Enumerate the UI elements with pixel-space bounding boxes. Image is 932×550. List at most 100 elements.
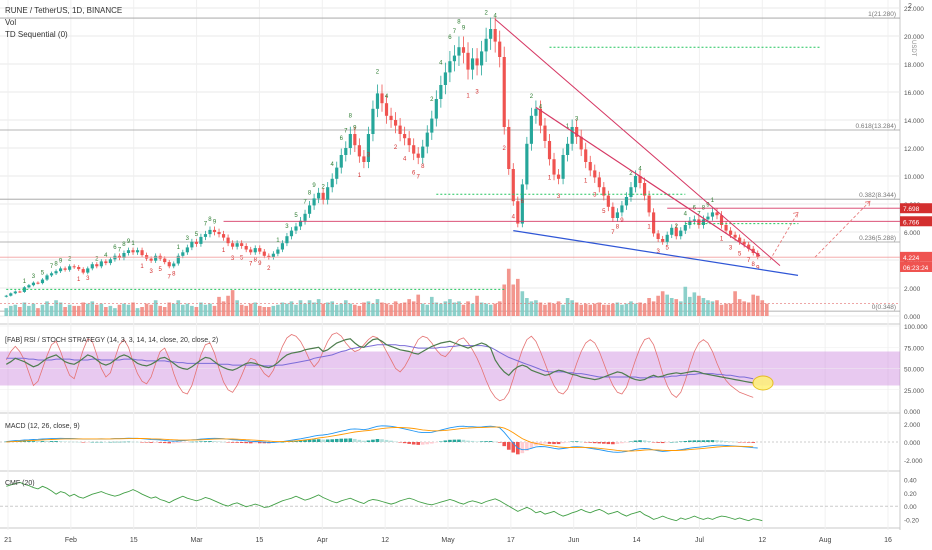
macd-histogram-bar — [402, 442, 407, 444]
rsi-tick-label: 100.000 — [904, 324, 928, 331]
price-axis-unit: USDT — [910, 40, 916, 57]
volume-bar — [733, 291, 737, 316]
macd-histogram-bar — [692, 440, 697, 442]
td-count: 4 — [539, 104, 543, 110]
price-tick-label: 6.000 — [904, 230, 921, 237]
macd-panel — [0, 425, 900, 455]
volume-bar — [348, 303, 353, 316]
td-count: 4 — [512, 214, 516, 220]
td-count: 8 — [457, 20, 461, 26]
volume-bar — [764, 303, 769, 316]
macd-histogram-bar — [697, 440, 701, 442]
volume-bar — [312, 302, 316, 316]
macd-histogram-bar — [140, 442, 144, 443]
macd-histogram-bar — [149, 442, 153, 443]
macd-histogram-bar — [520, 442, 525, 454]
macd-histogram-bar — [678, 441, 683, 442]
td-count: 2 — [68, 256, 72, 262]
td-count: 7 — [118, 247, 122, 253]
candle-body — [461, 47, 466, 53]
td-count: 6 — [113, 245, 117, 251]
candle-body — [271, 253, 275, 258]
candle-body — [674, 227, 678, 237]
candle-body — [425, 132, 429, 147]
macd-histogram-bar — [90, 441, 95, 443]
candle-body — [692, 219, 696, 221]
volume-bar — [515, 278, 520, 316]
volume-bar — [538, 302, 543, 316]
candle-body — [439, 85, 443, 99]
volume-bar — [719, 304, 724, 316]
td-count: 3 — [475, 89, 479, 95]
candle-body — [398, 125, 402, 134]
candle-body — [710, 212, 715, 217]
volume-bar — [633, 303, 638, 316]
macd-histogram-bar — [407, 442, 411, 444]
volume-bar — [49, 305, 54, 316]
trendline-wedge-top — [535, 106, 761, 257]
time-tick-label: 12 — [758, 537, 766, 544]
candle-body — [538, 108, 543, 126]
candle-body — [77, 267, 81, 270]
candle-body — [380, 93, 384, 104]
td-count: 8 — [54, 262, 58, 268]
volume-bar — [353, 304, 357, 316]
volume-bar — [520, 291, 525, 316]
candle-body — [701, 219, 705, 225]
candle-body — [40, 279, 45, 284]
volume-bar — [149, 304, 153, 316]
candle-body — [335, 167, 339, 179]
macd-histogram-bar — [547, 442, 552, 444]
td-count: 1 — [647, 225, 651, 231]
macd-tick-label: 2.000 — [904, 422, 921, 429]
macd-histogram-bar — [362, 440, 366, 442]
candle-body — [366, 134, 371, 162]
macd-histogram-bar — [131, 441, 135, 443]
volume-bar — [701, 298, 706, 316]
candle-body — [45, 275, 49, 280]
td-count: 8 — [254, 258, 258, 264]
macd-histogram-bar — [135, 441, 140, 443]
volume-bar — [629, 301, 633, 316]
td-count: 4 — [331, 162, 335, 168]
candle-body — [330, 178, 334, 188]
price-tick-label: 0.000 — [904, 314, 921, 321]
cmf-panel-title: CMF (20) — [5, 480, 35, 487]
price-label-text: 4.224 — [903, 255, 920, 262]
macd-histogram-bar — [176, 442, 181, 443]
macd-histogram-bar — [339, 438, 344, 442]
volume-bar — [158, 305, 162, 316]
candle-body — [724, 225, 728, 231]
volume-bar — [665, 294, 670, 316]
volume-bar — [615, 302, 620, 316]
candle-body — [733, 234, 737, 238]
price-label-text: 06:23:24 — [903, 265, 929, 272]
candle-body — [231, 243, 235, 247]
macd-histogram-bar — [425, 442, 430, 445]
macd-histogram-bar — [642, 440, 647, 442]
volume-bar — [393, 301, 398, 316]
candle-body — [620, 205, 624, 213]
volume-bars — [4, 268, 769, 316]
fib-label: 0.618(13.284) — [856, 123, 896, 130]
macd-histogram-bar — [475, 441, 479, 442]
macd-histogram-bar — [371, 439, 375, 442]
macd-histogram-bar — [185, 442, 190, 443]
td-count: 5 — [666, 245, 670, 251]
candle-body — [181, 252, 185, 256]
td-count: 1 — [177, 245, 181, 251]
volume-bar — [140, 307, 144, 316]
volume-bar — [583, 303, 588, 316]
candle-body — [556, 174, 561, 179]
price-label-box — [900, 262, 932, 272]
candle-body — [652, 212, 656, 234]
candle-body — [131, 250, 135, 253]
candle-body — [240, 243, 244, 246]
td-count: 3 — [86, 276, 90, 282]
volume-bar — [457, 301, 461, 316]
td-count: 1 — [276, 238, 280, 244]
td-count: 8 — [122, 242, 126, 248]
candle-body — [389, 115, 393, 120]
candle-body — [54, 271, 58, 274]
